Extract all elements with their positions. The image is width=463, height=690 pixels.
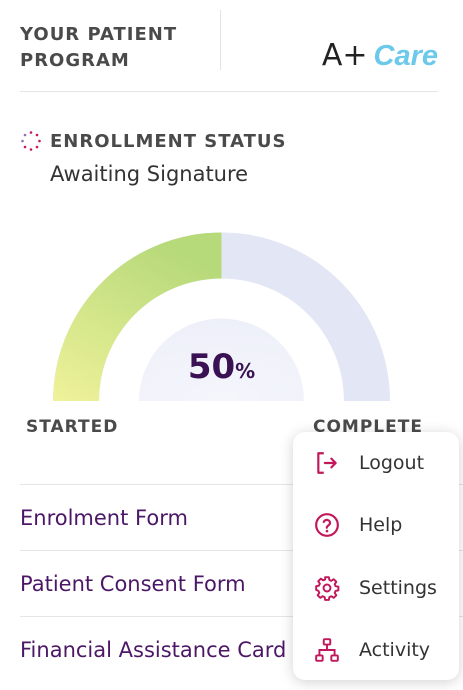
menu-item-logout[interactable]: Logout	[293, 438, 459, 488]
logout-icon	[317, 452, 337, 474]
menu-item-activity[interactable]: Activity	[293, 625, 459, 675]
enrollment-status-heading: ENROLLMENT STATUS	[20, 126, 287, 156]
gauge-fill	[53, 232, 222, 401]
menu-item-label: Help	[359, 514, 403, 536]
enrollment-status-value: Awaiting Signature	[50, 162, 249, 186]
progress-percent-unit: %	[235, 359, 256, 383]
brand-logo: A+ Care	[322, 38, 438, 78]
gauge-start-label: STARTED	[26, 417, 119, 437]
progress-percent: 50%	[53, 347, 390, 387]
progress-percent-value: 50	[187, 347, 236, 387]
help-icon	[315, 513, 339, 537]
gauge-inner	[139, 318, 304, 401]
menu-item-label: Settings	[359, 577, 437, 599]
menu-item-label: Logout	[359, 452, 425, 474]
spinner-icon	[21, 131, 41, 151]
gauge-end-label: COMPLETE	[313, 417, 423, 433]
logo-suffix: Care	[373, 40, 439, 72]
form-link-patient-consent[interactable]: Patient Consent Form	[20, 550, 463, 616]
menu-item-help[interactable]: Help	[293, 500, 459, 550]
menu-item-label: Activity	[359, 639, 431, 661]
enrollment-status-label: ENROLLMENT STATUS	[50, 130, 287, 152]
activity-icon	[315, 638, 339, 662]
program-title: YOUR PATIENT PROGRAM	[20, 24, 178, 71]
logo-prefix: A+	[321, 38, 368, 73]
form-link-enrolment[interactable]: Enrolment Form	[20, 484, 463, 550]
forms-list: Enrolment Form Patient Consent Form Fina…	[20, 484, 463, 682]
header-divider-line	[20, 91, 438, 92]
form-link-financial-assistance[interactable]: Financial Assistance Card	[20, 616, 463, 682]
progress-gauge: 50%	[53, 231, 390, 401]
progress-gauge-graphic	[53, 232, 390, 401]
user-menu-dropdown: Logout Help Settings Activity	[293, 432, 459, 680]
header-divider	[220, 10, 221, 70]
menu-item-settings[interactable]: Settings	[293, 563, 459, 613]
header: YOUR PATIENT PROGRAM A+ Care	[20, 10, 438, 92]
settings-icon	[315, 576, 340, 601]
